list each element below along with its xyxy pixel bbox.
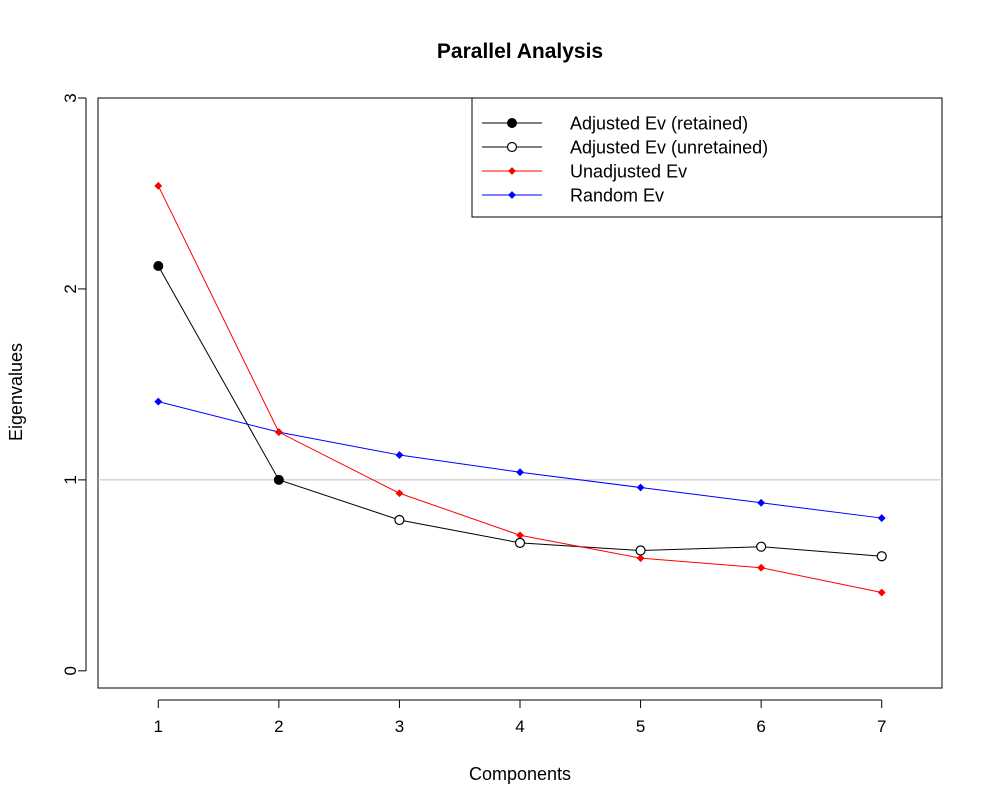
adjusted-ev-unretained-point — [394, 514, 405, 526]
unadjusted-ev-point — [636, 554, 645, 563]
random-ev-point — [877, 514, 886, 522]
unadjusted-ev-point — [757, 563, 766, 572]
adjusted-ev-unretained-point — [756, 541, 767, 552]
adjusted-ev-unretained-point — [635, 545, 646, 556]
random-ev-point — [395, 451, 404, 459]
x-tick-label: 1 — [154, 717, 163, 736]
legend-entry-label: Unadjusted Ev — [570, 161, 687, 181]
random-ev-point — [757, 498, 766, 507]
adjusted-ev-retained-point — [273, 474, 284, 485]
random-ev-point — [516, 468, 524, 477]
y-tick-label: 0 — [61, 666, 80, 675]
legend-box — [471, 97, 943, 218]
random-ev-point — [636, 483, 645, 492]
x-tick-label: 4 — [515, 717, 524, 736]
series-layer — [153, 181, 887, 597]
legend-entry-label: Random Ev — [570, 185, 664, 205]
x-tick-label: 5 — [636, 717, 645, 736]
unadjusted-ev-point — [154, 181, 163, 190]
adjusted-ev-unretained-point — [514, 537, 526, 548]
unadjusted-ev-point — [877, 588, 886, 597]
random-ev-point — [154, 397, 163, 406]
x-axis-label: Components — [469, 764, 571, 784]
legend-entry-label: Adjusted Ev (unretained) — [570, 137, 768, 157]
legend-marker — [507, 118, 517, 128]
legend-entry-label: Adjusted Ev (retained) — [570, 113, 748, 133]
x-tick-label: 6 — [756, 717, 765, 736]
y-tick-label: 2 — [61, 284, 80, 293]
legend-marker — [506, 141, 518, 153]
unadjusted-ev-point — [516, 531, 524, 540]
unadjusted-ev-point — [274, 428, 283, 437]
y-axis-label: Eigenvalues — [6, 343, 26, 441]
y-tick-label: 3 — [61, 93, 80, 102]
unadjusted-ev-point — [395, 489, 404, 498]
legend-marker — [508, 191, 516, 199]
x-tick-label: 7 — [877, 717, 886, 736]
series-line-random-ev — [158, 401, 882, 519]
x-tick-label: 3 — [395, 717, 404, 736]
chart-title: Parallel Analysis — [437, 40, 603, 63]
y-tick-label: 1 — [61, 475, 80, 484]
series-line-adjusted-ev — [157, 265, 882, 557]
legend: Adjusted Ev (retained) Adjusted Ev (unret… — [471, 97, 943, 218]
axes-layer: 1 2 3 4 5 6 7 0 1 2 3 — [61, 93, 886, 736]
legend-marker — [508, 167, 516, 175]
adjusted-ev-unretained-point — [876, 551, 887, 562]
adjusted-ev-retained-point — [153, 261, 164, 272]
x-tick-label: 2 — [274, 717, 283, 736]
